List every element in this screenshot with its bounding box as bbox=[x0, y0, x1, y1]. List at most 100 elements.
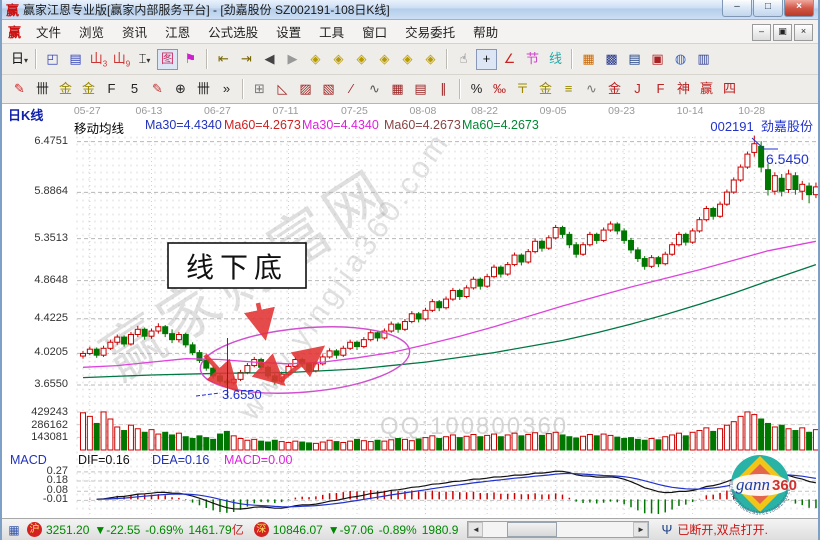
angle-tool-icon[interactable]: ∠ bbox=[503, 50, 516, 66]
minimize-button[interactable]: – bbox=[722, 0, 752, 17]
gann-diamond-6-icon[interactable]: ◈ bbox=[425, 50, 436, 66]
percent-icon[interactable]: % bbox=[470, 80, 483, 96]
menu-item-5[interactable]: 设置 bbox=[276, 26, 302, 40]
sync-icon[interactable]: ◍ bbox=[674, 50, 687, 66]
hand-tool-icon[interactable]: ☝ bbox=[459, 50, 468, 66]
gold-grid-2-icon[interactable]: 金 bbox=[81, 80, 95, 96]
scrollbar-thumb[interactable] bbox=[507, 522, 558, 537]
win-angle-icon[interactable]: 赢 bbox=[699, 80, 713, 96]
first-page-icon[interactable]: ⇤ bbox=[218, 50, 229, 66]
close-button[interactable]: × bbox=[784, 0, 814, 17]
volume-bar bbox=[532, 432, 539, 451]
j-angle-icon[interactable]: J bbox=[634, 80, 641, 96]
volume-bar bbox=[401, 438, 408, 451]
menu-item-6[interactable]: 工具 bbox=[319, 26, 345, 40]
gann-diamond-4-icon[interactable]: ◈ bbox=[379, 50, 390, 66]
scrollbar-track[interactable] bbox=[483, 522, 633, 537]
candle-style-selector[interactable]: ⌶▾ bbox=[138, 50, 151, 66]
scroll-left-arrow[interactable]: ◄ bbox=[468, 522, 484, 537]
band-grid-icon[interactable]: ▤ bbox=[414, 80, 427, 96]
window-grid-icon[interactable]: ⊞ bbox=[254, 80, 265, 96]
gold-levels-icon[interactable]: ≡ bbox=[564, 80, 573, 96]
draw-mode-icon[interactable]: 图 bbox=[157, 48, 178, 70]
line-tool-icon[interactable]: 线 bbox=[548, 50, 562, 66]
pencil-ruler-icon[interactable]: ✎ bbox=[14, 80, 25, 96]
shen-angle-icon[interactable]: 神 bbox=[676, 80, 690, 96]
menu-item-4[interactable]: 公式选股 bbox=[208, 26, 259, 40]
crosshair-tool-icon[interactable]: + bbox=[476, 48, 497, 70]
parallel-lines-icon[interactable]: ∥ bbox=[440, 80, 447, 96]
permille-icon[interactable]: ‰ bbox=[493, 80, 506, 96]
shaded-box-2-icon[interactable]: ▧ bbox=[322, 80, 335, 96]
volume-bar bbox=[210, 438, 217, 451]
period-selector-button[interactable]: 日▾ bbox=[10, 50, 29, 66]
gann-diamond-2-icon[interactable]: ◈ bbox=[333, 50, 344, 66]
menu-item-0[interactable]: 文件 bbox=[36, 26, 62, 40]
report-icon[interactable]: ▤ bbox=[628, 50, 641, 66]
maximize-button[interactable]: □ bbox=[753, 0, 783, 17]
circle-grid-icon[interactable]: ⊕ bbox=[175, 80, 186, 96]
menu-item-9[interactable]: 帮助 bbox=[473, 26, 499, 40]
menu-item-2[interactable]: 资讯 bbox=[122, 26, 148, 40]
level-lines-icon[interactable]: 〒 bbox=[515, 80, 529, 96]
doc-minimize-button[interactable]: – bbox=[752, 24, 771, 41]
scroll-right-arrow[interactable]: ► bbox=[633, 522, 649, 537]
candle-body bbox=[80, 352, 86, 357]
menu-item-8[interactable]: 交易委托 bbox=[405, 26, 456, 40]
four-tool-icon[interactable]: 四 bbox=[722, 80, 736, 96]
candle-body bbox=[730, 179, 737, 193]
horizontal-scrollbar[interactable]: ◄ ► bbox=[467, 521, 650, 538]
candle-body bbox=[381, 330, 388, 339]
volume-bar bbox=[538, 434, 545, 451]
wave-line-icon[interactable]: ∿ bbox=[369, 80, 380, 96]
window-title: 赢家江恩专业版[赢家内部服务平台] - [劲嘉股份 SZ002191-108日K… bbox=[23, 3, 390, 17]
candle-body bbox=[703, 207, 710, 221]
candle-body bbox=[162, 326, 169, 335]
quote-grid-icon[interactable]: ▦ bbox=[8, 522, 20, 537]
menu-item-1[interactable]: 浏览 bbox=[79, 26, 105, 40]
volume-bar bbox=[600, 433, 607, 451]
fib-grid-icon[interactable]: F bbox=[107, 80, 116, 96]
gold-grid-icon[interactable]: 金 bbox=[58, 80, 72, 96]
save-icon[interactable]: ▣ bbox=[651, 50, 664, 66]
candle-body bbox=[155, 326, 162, 332]
menu-item-7[interactable]: 窗口 bbox=[362, 26, 388, 40]
flag-marker-icon[interactable]: ⚑ bbox=[184, 50, 197, 66]
fan-lines-icon[interactable]: ◺ bbox=[277, 80, 288, 96]
draw-pencil-icon[interactable]: ✎ bbox=[152, 80, 163, 96]
gann-diamond-5-icon[interactable]: ◈ bbox=[402, 50, 413, 66]
candle-body bbox=[765, 169, 771, 191]
doc-restore-button[interactable]: ▣ bbox=[773, 24, 792, 41]
connection-status[interactable]: 已断开,双点打开. bbox=[677, 523, 768, 537]
grid-comb-icon[interactable]: 卌 bbox=[35, 80, 49, 96]
doc-close-button[interactable]: × bbox=[794, 24, 813, 41]
comb-2-icon[interactable]: 卌 bbox=[196, 80, 210, 96]
page-left-icon[interactable]: ◀ bbox=[264, 50, 275, 66]
page-right-icon[interactable]: ▶ bbox=[287, 50, 298, 66]
zoom-area-icon[interactable]: ◰ bbox=[46, 50, 59, 66]
price-grid-icon[interactable]: ▦ bbox=[391, 80, 404, 96]
volume-bar bbox=[258, 440, 265, 451]
calendar-icon[interactable]: ▦ bbox=[582, 50, 595, 66]
gold-angle-icon[interactable]: 金 bbox=[607, 80, 621, 96]
chart-9-icon[interactable]: 山9 bbox=[112, 50, 131, 69]
gold-circle-icon[interactable]: 金 bbox=[538, 80, 552, 96]
trade-icon[interactable]: ▥ bbox=[697, 50, 710, 66]
volume-bar bbox=[580, 435, 587, 451]
angle-line-icon[interactable]: ∕ bbox=[350, 80, 353, 96]
f-angle-icon[interactable]: F bbox=[656, 80, 665, 96]
five-grid-icon[interactable]: 5 bbox=[130, 80, 139, 96]
chart-canvas[interactable]: 赢家财富网www.yingjia360.comQQ:1008003603.655… bbox=[2, 104, 818, 518]
wave-2-icon[interactable]: ∿ bbox=[586, 80, 597, 96]
gann-diamond-1-icon[interactable]: ◈ bbox=[310, 50, 321, 66]
candle-body bbox=[189, 344, 196, 354]
shaded-box-icon[interactable]: ▨ bbox=[299, 80, 312, 96]
calculator-icon[interactable]: ▩ bbox=[605, 50, 618, 66]
festival-tool-icon[interactable]: 节 bbox=[525, 50, 539, 66]
gann-diamond-3-icon[interactable]: ◈ bbox=[356, 50, 367, 66]
last-page-icon[interactable]: ⇥ bbox=[241, 50, 252, 66]
info-panel-icon[interactable]: ▤ bbox=[69, 50, 82, 66]
more-tools-chevron[interactable]: » bbox=[222, 80, 231, 96]
menu-item-3[interactable]: 江恩 bbox=[165, 26, 191, 40]
chart-3-icon[interactable]: 山3 bbox=[89, 50, 108, 69]
